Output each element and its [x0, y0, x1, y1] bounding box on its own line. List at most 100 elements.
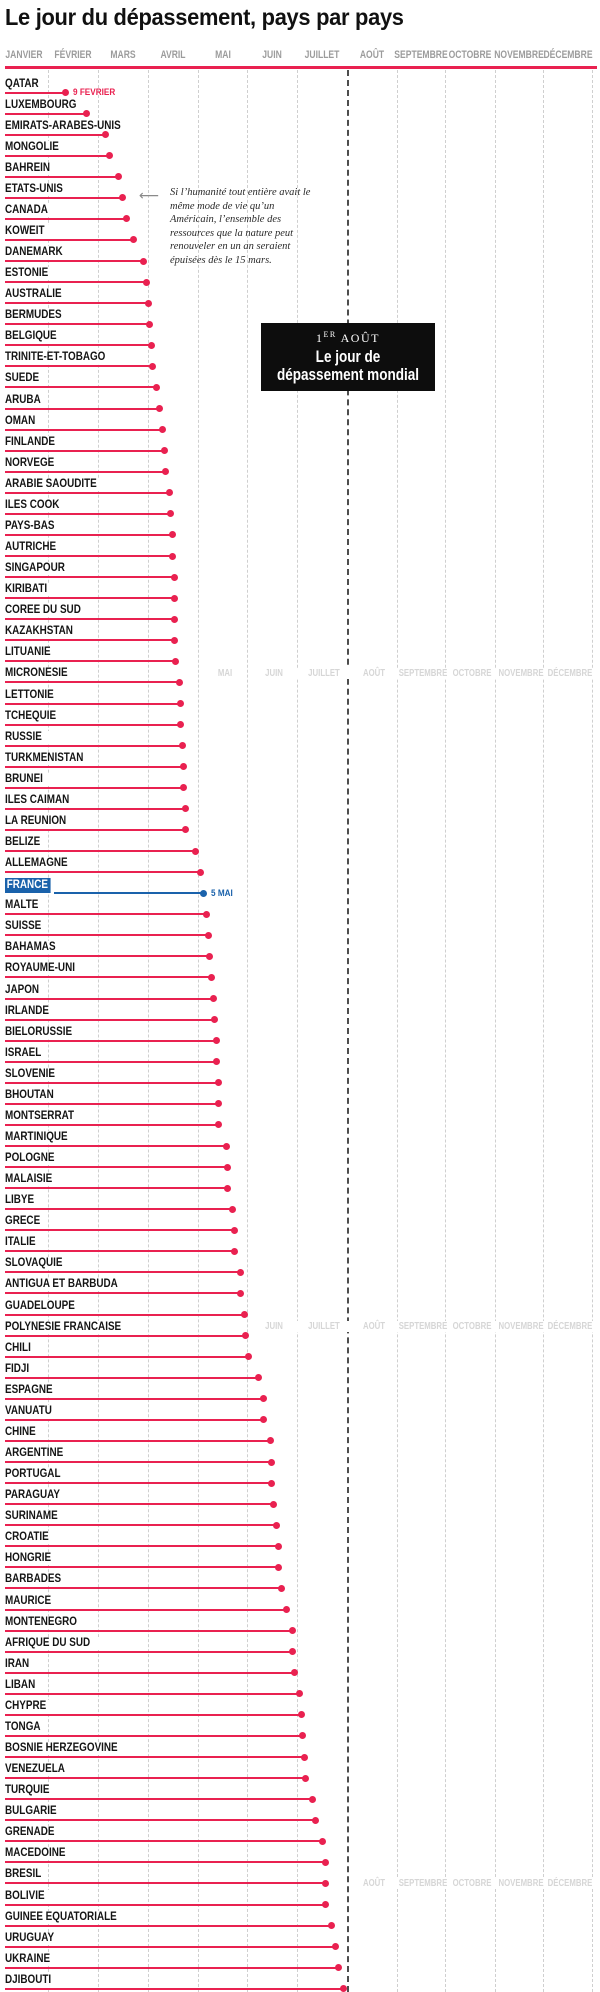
- overshoot-dot: [155, 405, 163, 413]
- overshoot-dot: [300, 1753, 308, 1761]
- overshoot-line: [5, 533, 173, 536]
- country-label: CHINE: [4, 1425, 42, 1439]
- overshoot-dot: [180, 784, 188, 792]
- country-label: NORVEGE: [4, 456, 64, 470]
- country-label: LETTONIE: [4, 688, 63, 702]
- month-label: AOÛT: [359, 49, 385, 61]
- country-label: IRAN: [4, 1657, 35, 1671]
- month-gridline: [247, 70, 248, 1992]
- overshoot-line: [5, 91, 66, 94]
- overshoot-line: [5, 955, 210, 958]
- date-annotation: 5 MAI: [211, 887, 234, 899]
- overshoot-dot: [240, 1311, 248, 1319]
- overshoot-dot: [191, 847, 199, 855]
- country-label: PAYS-BAS: [4, 519, 64, 533]
- overshoot-line: [5, 1334, 246, 1337]
- overshoot-dot: [61, 89, 69, 96]
- overshoot-line: [5, 365, 153, 368]
- month-gridline: [445, 70, 446, 1992]
- overshoot-line: [5, 1945, 336, 1948]
- left-arrow-icon: ⟵: [139, 188, 160, 204]
- overshoot-dot: [139, 257, 147, 265]
- overshoot-line: [5, 828, 186, 831]
- country-label: BRUNEI: [4, 772, 51, 786]
- repeat-month-label: SEPTEMBRE: [399, 1321, 488, 1332]
- country-label: AFRIQUE DU SUD: [4, 1636, 106, 1650]
- overshoot-line: [5, 1840, 323, 1843]
- month-label: JUIN: [262, 49, 282, 61]
- overshoot-line: [5, 1503, 274, 1506]
- overshoot-dot: [229, 1205, 237, 1213]
- repeat-month-label: JUIN: [265, 1321, 299, 1332]
- overshoot-dot: [182, 805, 190, 813]
- overshoot-dot: [147, 341, 155, 349]
- overshoot-line: [5, 1102, 219, 1105]
- overshoot-dot: [196, 868, 204, 876]
- overshoot-line: [5, 786, 184, 789]
- overshoot-line: [5, 871, 201, 874]
- country-label: BARBADES: [4, 1573, 72, 1587]
- overshoot-line: [5, 723, 181, 726]
- country-label: MONTENEGRO: [4, 1615, 90, 1629]
- country-label: HONGRIE: [4, 1552, 60, 1566]
- country-label: JAPON: [4, 983, 46, 997]
- country-label: TCHEQUIE: [4, 709, 66, 723]
- overshoot-dot: [170, 615, 178, 623]
- country-label: SUEDE: [4, 372, 46, 386]
- overshoot-line: [5, 344, 152, 347]
- country-label: BAHAMAS: [4, 941, 65, 955]
- country-label: ESTONIE: [4, 267, 57, 281]
- overshoot-line: [5, 1798, 313, 1801]
- overshoot-line: [5, 154, 110, 157]
- overshoot-dot: [146, 320, 154, 328]
- overshoot-dot: [302, 1774, 310, 1782]
- overshoot-dot: [169, 552, 176, 560]
- overshoot-line: [5, 1271, 241, 1274]
- month-gridline: [98, 70, 99, 1992]
- overshoot-dot: [212, 1037, 220, 1045]
- overshoot-dot: [175, 678, 183, 686]
- country-label: LIBYE: [4, 1194, 40, 1208]
- overshoot-line: [5, 175, 119, 178]
- country-label: ESPAGNE: [4, 1383, 62, 1397]
- repeat-month-label: MAI: [217, 668, 245, 679]
- repeat-month-label: SEPTEMBRE: [399, 668, 488, 679]
- overshoot-dot: [129, 236, 137, 244]
- overshoot-line: [5, 386, 157, 389]
- overshoot-line: [5, 555, 173, 558]
- month-gridline: [297, 70, 298, 1992]
- overshoot-dot: [144, 299, 152, 307]
- overshoot-dot: [297, 1711, 305, 1719]
- month-label: FÉVRIER: [54, 49, 92, 61]
- overshoot-dot: [206, 952, 214, 960]
- overshoot-line: [5, 976, 212, 979]
- country-label: ARUBA: [4, 393, 48, 407]
- month-label: OCTOBRE: [448, 49, 492, 61]
- country-label: VENEZUELA: [4, 1763, 76, 1777]
- country-label: BIELORUSSIE: [4, 1025, 84, 1039]
- country-label: MARTINIQUE: [4, 1131, 79, 1144]
- overshoot-dot: [255, 1374, 263, 1382]
- overshoot-line: [5, 1713, 302, 1716]
- overshoot-dot: [82, 110, 90, 118]
- country-label: MICRONESIE: [4, 667, 79, 681]
- overshoot-dot: [321, 1879, 329, 1887]
- country-label: TURKMENISTAN: [4, 751, 98, 765]
- overshoot-dot: [295, 1690, 303, 1698]
- overshoot-line: [5, 1650, 293, 1653]
- overshoot-line: [5, 807, 186, 810]
- overshoot-dot: [118, 194, 126, 202]
- overshoot-line: [5, 1229, 235, 1232]
- overshoot-line: [5, 1545, 279, 1548]
- country-label: BAHREIN: [4, 161, 59, 175]
- country-label: MALTE: [4, 899, 45, 913]
- repeat-month-label: JUILLET: [308, 1321, 367, 1332]
- country-label: FRANCE: [4, 878, 59, 894]
- repeat-month-label: DÉCEMBRE: [547, 1878, 600, 1889]
- country-label: ANTIGUA ET BARBUDA: [4, 1278, 138, 1292]
- overshoot-line: [5, 765, 184, 768]
- country-label: QATAR: [4, 77, 46, 91]
- country-label: ITALIE: [4, 1236, 42, 1250]
- overshoot-line: [5, 470, 166, 473]
- country-label: GUADELOUPE: [4, 1299, 88, 1313]
